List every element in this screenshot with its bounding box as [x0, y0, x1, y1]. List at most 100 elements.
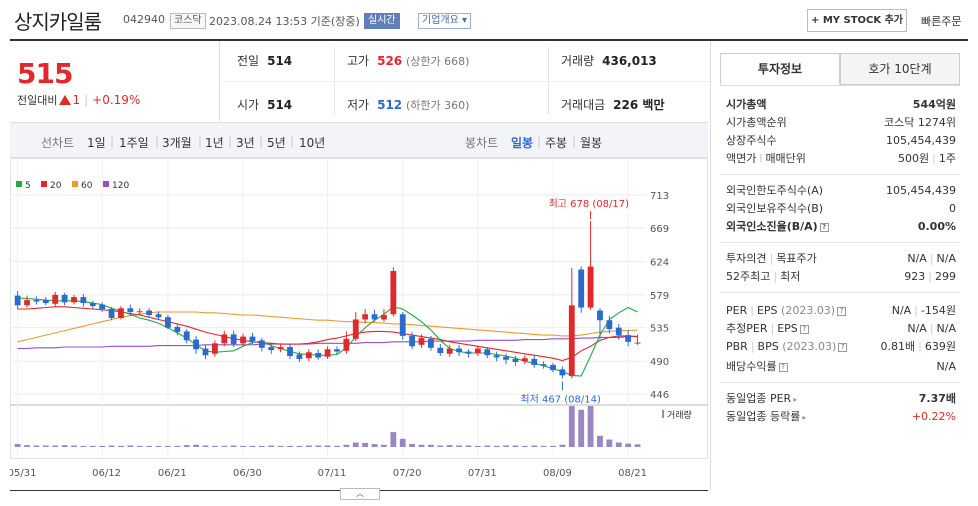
volume-bar — [33, 445, 40, 447]
candle-weekly[interactable]: 주봉 — [545, 136, 568, 150]
volume-bar — [352, 442, 359, 447]
period-3y[interactable]: 3년 — [236, 136, 255, 150]
candle-body — [493, 355, 500, 358]
volume-bar — [174, 445, 181, 447]
volume-bar — [305, 445, 312, 447]
candlestick-chart[interactable]: 713 669 624 579 535 490 446 05/31 06/12 06/21 06/3… — [8, 158, 708, 491]
candle-body — [183, 331, 190, 341]
per-eps-row: PER | EPS (2023.03)? N/A | -154원 — [726, 304, 956, 317]
volume-bar — [615, 442, 622, 447]
candle-body — [230, 334, 237, 345]
volume-bar — [211, 445, 218, 447]
candle-body — [578, 269, 585, 308]
arrow-right-icon[interactable]: ▸ — [793, 395, 798, 404]
dividend-row: 배당수익률? N/A — [726, 360, 956, 373]
candle-daily[interactable]: 일봉 — [511, 136, 534, 150]
company-info-dropdown[interactable]: 기업개요 ▾ — [418, 13, 471, 29]
arrow-right-icon[interactable]: ▸ — [802, 413, 807, 422]
period-1y[interactable]: 1년 — [205, 136, 224, 150]
chart-period-bar: 선차트 1일 | 1주일 | 3개월 | 1년 | 3년 | 5년 | 10년 … — [10, 122, 708, 158]
candle-monthly[interactable]: 월봉 — [580, 136, 603, 150]
face-value-row: 액면가 l 매매단위 500원 | 1주 — [726, 152, 956, 165]
volume-bar — [371, 444, 378, 447]
volume-bar — [127, 445, 134, 447]
ma120-line — [17, 336, 638, 350]
collapse-chart-button[interactable]: ︿ — [340, 488, 380, 500]
stock-name: 상지카일룸 — [14, 10, 102, 34]
volume-legend-swatch — [662, 410, 664, 418]
volume-bar — [296, 445, 303, 447]
candle-body — [409, 335, 416, 347]
candle-body — [136, 311, 143, 313]
volume-bar — [118, 445, 124, 447]
change-percent: +0.19% — [92, 93, 141, 107]
volume-bar — [52, 445, 59, 447]
candle-body — [531, 358, 538, 365]
tab-invest-info[interactable]: 투자정보 — [720, 53, 840, 85]
candle-body — [625, 335, 632, 342]
volume-bar — [61, 445, 68, 447]
candle-body — [52, 294, 59, 304]
period-1d[interactable]: 1일 — [87, 136, 106, 150]
add-mystock-button[interactable]: + MY STOCK 추가 — [807, 9, 907, 32]
invest-info-panel: 투자정보 호가 10단계 시가총액 544억원 시가총액순위 코스닥 1274위 상… — [710, 41, 968, 490]
volume-cell: 거래량 436,013 — [561, 54, 657, 68]
market-badge: 코스닥 — [170, 13, 206, 29]
change-label: 전일대비 — [17, 94, 58, 107]
volume-bar — [409, 444, 416, 447]
period-10y[interactable]: 10년 — [299, 136, 326, 150]
candle-body — [381, 314, 387, 320]
volume-bar — [136, 445, 143, 447]
live-badge[interactable]: 실시간 — [364, 13, 400, 29]
candle-body — [277, 347, 284, 350]
help-icon[interactable]: ? — [837, 307, 847, 316]
x-tick-label: 06/30 — [233, 468, 262, 479]
candle-body — [597, 310, 603, 321]
volume-bar — [456, 445, 462, 447]
volume-bar — [71, 445, 77, 447]
volume-bar — [625, 443, 632, 447]
volume-bar — [146, 445, 153, 447]
candle-body — [446, 348, 453, 354]
help-icon[interactable]: ? — [819, 223, 829, 232]
volume-bar — [202, 445, 209, 447]
volume-bar — [446, 445, 453, 447]
candle-body — [146, 310, 153, 315]
help-icon[interactable]: ? — [838, 343, 848, 352]
help-icon[interactable]: ? — [778, 363, 788, 372]
candle-body — [343, 338, 350, 351]
period-1w[interactable]: 1주일 — [119, 136, 149, 150]
candle-body — [193, 339, 200, 350]
chart-frame — [10, 158, 708, 459]
period-5y[interactable]: 5년 — [267, 136, 286, 150]
y-tick-label: 713 — [650, 191, 669, 202]
volume-bar — [550, 445, 556, 447]
volume-bar — [240, 445, 246, 447]
candle-body — [268, 347, 275, 351]
candle-body — [427, 338, 434, 348]
volume-bar — [512, 445, 519, 447]
stock-code: 042940 — [123, 13, 165, 26]
legend-swatch — [72, 181, 78, 187]
foreign-limit-row: 외국인한도주식수(A) 105,454,439 — [726, 184, 956, 197]
volume-bar — [165, 445, 171, 447]
help-icon[interactable]: ? — [799, 325, 809, 334]
volume-label: 거래량 — [667, 409, 692, 421]
volume-bar — [578, 409, 585, 447]
top-divider — [10, 39, 968, 41]
legend-swatch — [41, 181, 47, 187]
legend-label: 5 — [25, 181, 31, 191]
tab-hoga-10[interactable]: 호가 10단계 — [840, 53, 960, 85]
candle-body — [42, 300, 49, 304]
sector-per-row: 동일업종 PER ▸ 7.37배 — [726, 392, 956, 405]
current-price: 515 — [17, 57, 73, 90]
candle-chart-label: 봉차트 — [465, 136, 499, 150]
candle-body — [352, 319, 359, 339]
price-change: 전일대비 1 | +0.19% — [17, 92, 140, 108]
candle-body — [465, 351, 472, 354]
quick-order-button[interactable]: 빠른주문 — [921, 15, 962, 28]
prev-close-cell: 전일 514 — [237, 54, 293, 68]
stock-chart[interactable]: 713 669 624 579 535 490 446 05/31 06/12 06/21 06/3… — [8, 158, 708, 491]
candle-body — [484, 349, 491, 356]
period-3m[interactable]: 3개월 — [162, 136, 192, 150]
